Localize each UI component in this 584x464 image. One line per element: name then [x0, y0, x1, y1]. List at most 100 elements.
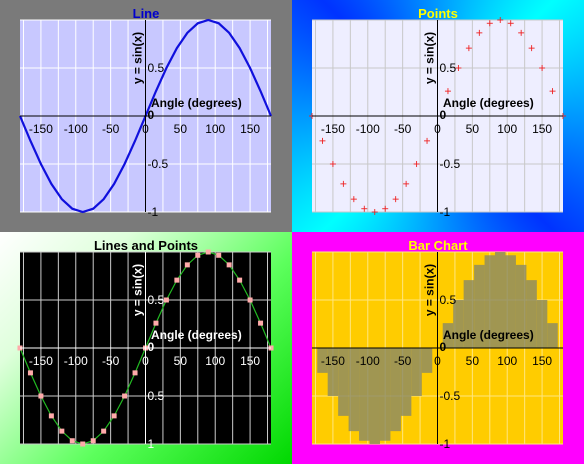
data-point-marker — [69, 438, 75, 444]
origin-label: 0 — [148, 108, 155, 122]
lines-and-points-chart-panel: -150 -100 -50 0 50 100 150 0 0.5 0.5 1 Angle (degre… — [0, 232, 292, 464]
x-tick-label: 100 — [205, 354, 225, 368]
data-point-marker — [237, 277, 243, 283]
x-tick-label: 100 — [497, 122, 517, 136]
data-point-plus — [340, 180, 347, 187]
data-point-marker — [247, 297, 253, 303]
y-tick-label: 0.5 — [440, 293, 457, 307]
bar — [359, 348, 370, 441]
data-point-marker — [111, 413, 117, 419]
bar — [536, 300, 548, 348]
origin-label: 0 — [440, 108, 447, 122]
bar — [547, 323, 558, 348]
x-tick-label: 100 — [497, 354, 517, 368]
bar — [453, 300, 464, 348]
x-axis-label: Angle (degrees) — [151, 328, 242, 342]
x-tick-label: -50 — [102, 122, 120, 136]
bar — [338, 348, 349, 416]
x-tick-label: 50 — [466, 354, 480, 368]
y-tick-label: 1 — [148, 437, 155, 451]
y-tick-label: -1 — [440, 205, 451, 219]
data-point-marker — [59, 428, 65, 434]
data-point-plus — [507, 20, 514, 27]
x-tick-label: -100 — [64, 354, 88, 368]
data-point-marker — [195, 252, 201, 258]
data-point-plus — [382, 205, 389, 212]
y-tick-label: -0.5 — [440, 157, 461, 171]
x-tick-label: -100 — [64, 122, 88, 136]
points-chart-svg: -150 -100 -50 0 50 100 150 0 0.5 -0.5 -1 Angle (deg… — [309, 6, 566, 219]
data-point-plus — [371, 209, 378, 215]
x-tick-label: 150 — [240, 122, 260, 136]
bar — [515, 264, 527, 348]
data-point-plus — [549, 88, 556, 95]
data-point-marker — [163, 297, 169, 303]
x-tick-label: 150 — [532, 122, 552, 136]
data-point-plus — [329, 161, 336, 167]
x-tick-label: 50 — [174, 122, 188, 136]
x-tick-label: 150 — [532, 354, 552, 368]
bar-chart-panel: -150 -100 -50 0 50 100 150 0 0.5 -0.5 -1 Angle (deg… — [292, 232, 584, 464]
bar — [421, 348, 433, 373]
data-point-marker — [205, 249, 211, 255]
bar — [348, 348, 360, 432]
y-tick-label: 0.5 — [148, 61, 165, 75]
chart-title: Line — [133, 6, 160, 21]
x-tick-label: 0 — [142, 354, 149, 368]
bar-chart-chart-svg: -150 -100 -50 0 50 100 150 0 0.5 -0.5 -1 Angle (deg… — [312, 238, 563, 451]
y-axis-label: y = sin(x) — [131, 264, 145, 316]
line-chart-panel: -150 -100 -50 0 50 100 150 0 0.5 -0.5 -1 Angle (deg… — [0, 0, 292, 232]
x-tick-label: -150 — [321, 122, 345, 136]
y-tick-label: -1 — [440, 437, 451, 451]
y-tick-label: -1 — [148, 205, 159, 219]
data-point-plus — [518, 29, 525, 36]
data-point-plus — [465, 45, 472, 52]
y-tick-label: 0.5 — [148, 293, 165, 307]
data-point-plus — [486, 20, 493, 27]
data-point-marker — [226, 262, 232, 268]
bar — [484, 255, 496, 348]
data-point-plus — [403, 180, 410, 187]
data-point-marker — [122, 393, 128, 399]
data-point-marker — [80, 441, 86, 447]
points-chart-panel: -150 -100 -50 0 50 100 150 0 0.5 -0.5 -1 Angle (deg… — [292, 0, 584, 232]
x-tick-label: -50 — [102, 354, 120, 368]
data-point-marker — [258, 320, 264, 326]
x-tick-label: 150 — [240, 354, 260, 368]
chart-title: Lines and Points — [94, 238, 198, 253]
data-point-plus — [350, 196, 357, 203]
x-axis-label: Angle (degrees) — [443, 328, 534, 342]
x-tick-label: 0 — [434, 354, 441, 368]
x-axis-label: Angle (degrees) — [443, 96, 534, 110]
lines-and-points-chart-svg: -150 -100 -50 0 50 100 150 0 0.5 0.5 1 Angle (degre… — [17, 238, 274, 451]
origin-label: 0 — [440, 340, 447, 354]
data-point-plus — [392, 196, 399, 203]
x-tick-label: -50 — [394, 122, 412, 136]
y-tick-label: 0.5 — [440, 61, 457, 75]
line-chart-svg: -150 -100 -50 0 50 100 150 0 0.5 -0.5 -1 Angle (deg… — [18, 6, 273, 219]
data-point-plus — [539, 65, 546, 71]
y-axis-label: y = sin(x) — [131, 32, 145, 84]
data-point-marker — [38, 393, 44, 399]
x-tick-label: 0 — [434, 122, 441, 136]
data-point-marker — [90, 438, 96, 444]
data-point-plus — [319, 137, 326, 144]
data-point-plus — [413, 161, 420, 167]
x-tick-label: 50 — [466, 122, 480, 136]
data-point-marker — [132, 370, 138, 376]
bar — [327, 348, 339, 396]
x-tick-label: -150 — [29, 354, 53, 368]
data-point-plus — [497, 17, 504, 23]
bar — [526, 280, 537, 348]
x-tick-label: -100 — [356, 354, 380, 368]
x-tick-label: -100 — [356, 122, 380, 136]
y-tick-label: 0.5 — [148, 389, 165, 403]
data-point-plus — [455, 65, 462, 71]
bar — [442, 323, 454, 348]
data-point-marker — [184, 262, 190, 268]
data-point-marker — [101, 428, 107, 434]
x-tick-label: 100 — [205, 122, 225, 136]
data-point-marker — [27, 370, 33, 376]
y-axis-label: y = sin(x) — [423, 264, 437, 316]
chart-title: Points — [418, 6, 458, 21]
